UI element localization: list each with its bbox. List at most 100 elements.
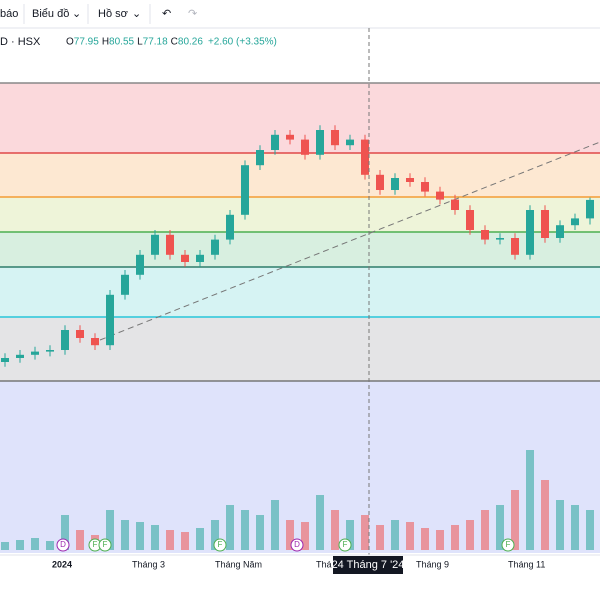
candle-body bbox=[241, 165, 249, 215]
redo[interactable]: ↷ bbox=[188, 8, 197, 20]
legend: D · HSX O 77.95 H 80.55 L 77.18 C 80.26 +2.60 (… bbox=[0, 36, 277, 48]
volume-bar bbox=[481, 510, 489, 550]
crosshair-box bbox=[333, 556, 403, 574]
candle-body bbox=[556, 225, 564, 238]
candle-body bbox=[406, 178, 414, 182]
volume-bar bbox=[391, 520, 399, 550]
volume-bar bbox=[331, 510, 339, 550]
volume-bar bbox=[136, 522, 144, 550]
event-marker bbox=[213, 538, 227, 552]
fib-bands bbox=[0, 82, 600, 553]
candle-body bbox=[271, 134, 279, 150]
ohlc-key: C bbox=[171, 37, 178, 48]
candle-body bbox=[226, 214, 234, 240]
band bbox=[0, 197, 600, 232]
band bbox=[0, 83, 600, 153]
candle-body bbox=[46, 350, 54, 352]
candle-body bbox=[256, 150, 264, 166]
candle-body bbox=[451, 199, 459, 210]
candle-body bbox=[211, 239, 219, 255]
volume-bar bbox=[61, 515, 69, 550]
volume-bar bbox=[526, 450, 534, 550]
volume-bar bbox=[46, 541, 54, 550]
volume-bar bbox=[406, 522, 414, 550]
event-label: F bbox=[506, 540, 511, 549]
volume-bar bbox=[361, 515, 369, 550]
event-marker bbox=[501, 538, 515, 552]
event-label: F bbox=[93, 540, 98, 549]
event-label: D bbox=[294, 540, 300, 549]
crosshair-label: 24 Tháng 7 '24 bbox=[332, 559, 405, 571]
candle-body bbox=[31, 351, 39, 355]
candle-body bbox=[16, 354, 24, 358]
volume-bar bbox=[346, 520, 354, 550]
caret: ⌄ bbox=[72, 8, 81, 20]
toolbar-item[interactable]: Biểu đồ bbox=[32, 8, 69, 20]
event-label: F bbox=[103, 540, 108, 549]
x-tick-label: Tháng Năm bbox=[215, 559, 262, 569]
x-tick-label: 2024 bbox=[52, 559, 72, 569]
candle-body bbox=[91, 338, 99, 346]
volume-bar bbox=[226, 505, 234, 550]
event-marker bbox=[56, 538, 70, 552]
volume-bar bbox=[241, 510, 249, 550]
toolbar-item[interactable]: báo bbox=[0, 8, 18, 20]
volume-bar bbox=[121, 520, 129, 550]
x-tick-label: Tháng 3 bbox=[132, 559, 165, 569]
event-label: F bbox=[218, 540, 223, 549]
x-tick-label: Tháng 9 bbox=[416, 559, 449, 569]
x-axis: 2024 Tháng 3 Tháng Năm Thá Tháng 9 Tháng 11 bbox=[52, 559, 545, 569]
volume-bar bbox=[16, 540, 24, 550]
caret: ⌄ bbox=[132, 8, 141, 20]
candle-body bbox=[76, 330, 84, 338]
ohlc-value: 80.26 bbox=[178, 37, 203, 48]
ohlc-value: 77.95 bbox=[74, 37, 99, 48]
toolbar: báo Biểu đồ ⌄ Hồ sơ ⌄ ↶ ↷ bbox=[0, 4, 600, 29]
band bbox=[0, 153, 600, 197]
volume-bar bbox=[496, 505, 504, 550]
candle-body bbox=[511, 238, 519, 255]
undo[interactable]: ↶ bbox=[162, 8, 171, 20]
volume-bar bbox=[196, 528, 204, 550]
candle-body bbox=[106, 294, 114, 346]
band bbox=[0, 317, 600, 381]
volume-bar bbox=[451, 525, 459, 550]
ohlc-key: O bbox=[66, 37, 74, 48]
volume-bar bbox=[166, 530, 174, 550]
band bbox=[0, 381, 600, 553]
volume-bar bbox=[586, 510, 594, 550]
volume-bar bbox=[376, 525, 384, 550]
toolbar-item[interactable]: Hồ sơ bbox=[98, 8, 128, 20]
volume-bar bbox=[31, 538, 39, 550]
x-tick-label: Tháng 11 bbox=[508, 559, 545, 569]
candle-body bbox=[121, 274, 129, 295]
candle-body bbox=[466, 210, 474, 230]
candle-body bbox=[436, 191, 444, 200]
volume-bar bbox=[541, 480, 549, 550]
candle-body bbox=[316, 130, 324, 155]
event-marker bbox=[338, 538, 352, 552]
volume-bar bbox=[271, 500, 279, 550]
volume-bar bbox=[256, 515, 264, 550]
volume-bar bbox=[181, 532, 189, 550]
candle-body bbox=[496, 238, 504, 240]
volume-bar bbox=[151, 525, 159, 550]
candle-body bbox=[136, 254, 144, 275]
volume-bar bbox=[316, 495, 324, 550]
volume-bar bbox=[436, 530, 444, 550]
candle-body bbox=[346, 139, 354, 146]
volume-bar bbox=[211, 520, 219, 550]
volume-bar bbox=[466, 520, 474, 550]
candle-body bbox=[166, 234, 174, 255]
candle-body bbox=[421, 182, 429, 192]
band bbox=[0, 232, 600, 267]
candle-body bbox=[61, 330, 69, 350]
candle-body bbox=[181, 254, 189, 262]
volume-bar bbox=[556, 500, 564, 550]
candle-body bbox=[286, 134, 294, 140]
candle-body bbox=[481, 230, 489, 240]
ohlc-value: 77.18 bbox=[143, 37, 168, 48]
candle-body bbox=[586, 199, 594, 219]
